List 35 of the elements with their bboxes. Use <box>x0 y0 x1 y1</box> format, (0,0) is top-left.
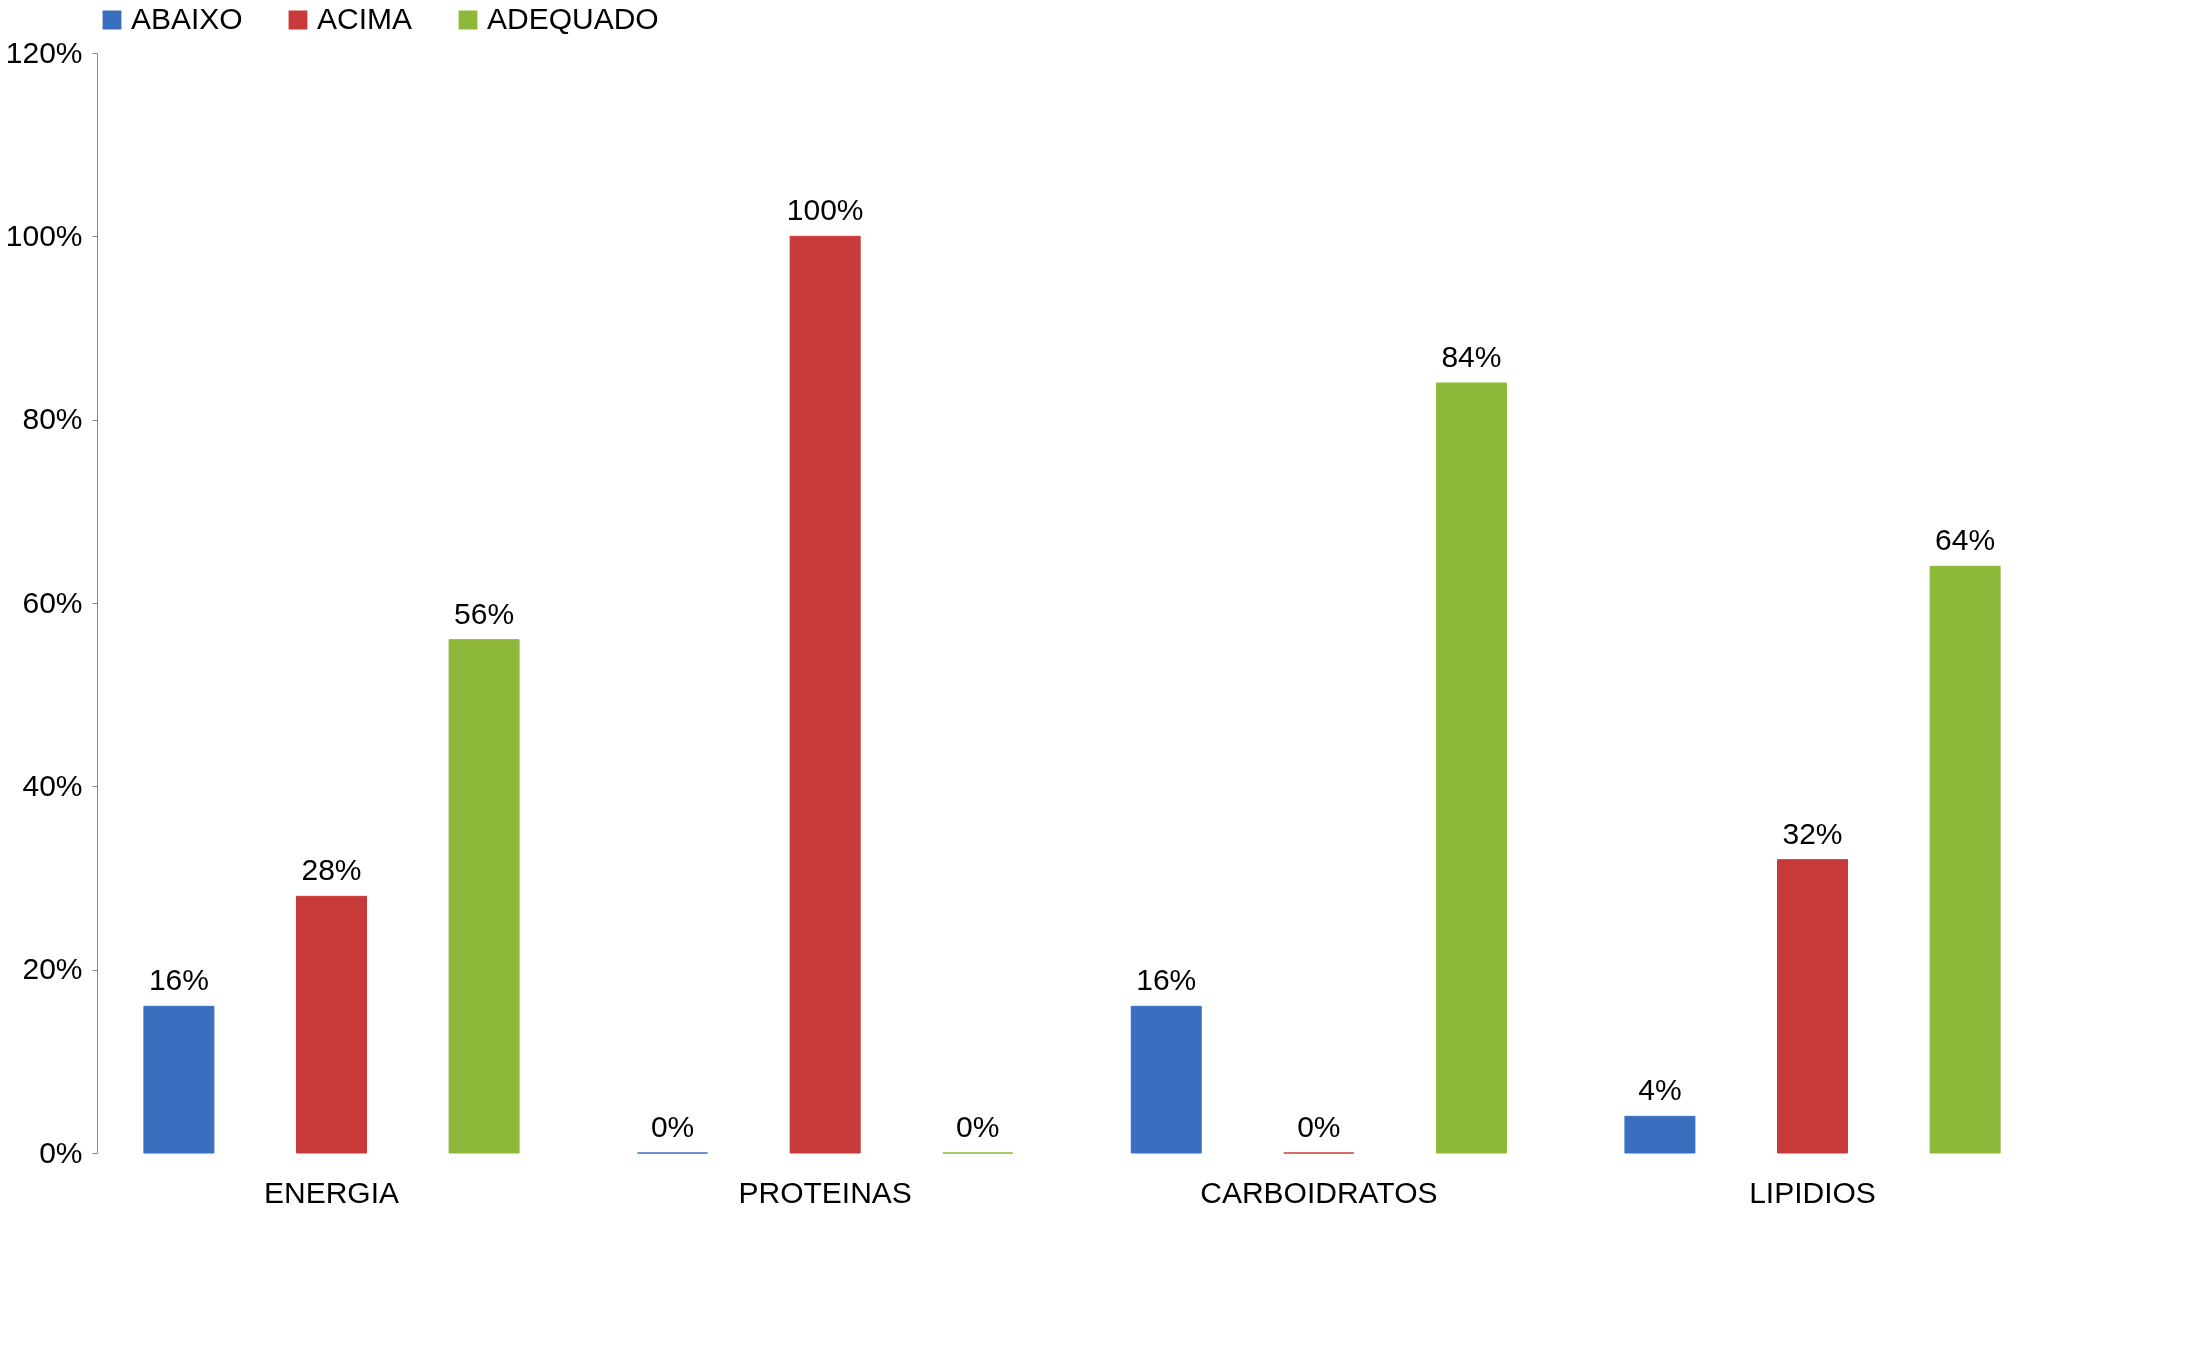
data-label: 4% <box>1638 1073 1682 1107</box>
x-tick-label: LIPIDIOS <box>1749 1175 1876 1209</box>
bar <box>295 895 367 1154</box>
data-label: 28% <box>301 853 362 887</box>
data-label: 84% <box>1441 340 1502 373</box>
x-tick-label: PROTEINAS <box>738 1175 912 1209</box>
y-tick-label: 20% <box>22 952 83 986</box>
y-tick-label: 0% <box>39 1135 83 1169</box>
y-tick-label: 40% <box>22 768 83 802</box>
x-tick-label: CARBOIDRATOS <box>1200 1175 1438 1209</box>
data-label: 16% <box>148 963 209 997</box>
legend-label: ABAIXO <box>131 2 243 35</box>
bar <box>143 1005 215 1154</box>
legend-label: ADEQUADO <box>487 2 659 35</box>
legend-label: ACIMA <box>317 2 413 35</box>
data-label: 0% <box>650 1110 695 1143</box>
data-label: 64% <box>1935 523 1996 557</box>
data-label: 0% <box>956 1110 1000 1143</box>
bar <box>1624 1115 1696 1154</box>
bar <box>1929 565 2001 1154</box>
y-tick-label: 60% <box>22 585 83 619</box>
y-tick-label: 120% <box>5 35 83 69</box>
data-label: 100% <box>786 193 864 227</box>
bar <box>789 235 861 1154</box>
bar <box>448 639 520 1154</box>
bar <box>1130 1005 1202 1154</box>
y-tick-label: 80% <box>22 402 83 436</box>
data-label: 56% <box>454 596 515 630</box>
bar <box>1777 859 1849 1154</box>
y-tick-label: 100% <box>5 218 83 252</box>
x-tick-label: ENERGIA <box>263 1175 400 1209</box>
data-label: 32% <box>1782 816 1843 850</box>
data-label: 0% <box>1297 1110 1341 1143</box>
bar <box>1435 382 1507 1154</box>
data-label: 16% <box>1136 963 1197 997</box>
